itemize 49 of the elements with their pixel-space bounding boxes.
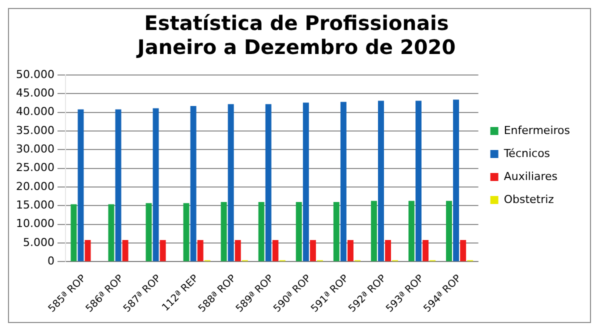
bar <box>370 200 377 262</box>
bar <box>197 240 204 262</box>
chart-title: Estatística de Profissionais Janeiro a Dezembro de 2020 <box>135 11 456 60</box>
bar <box>296 202 302 262</box>
bar <box>378 100 384 262</box>
y-tick-label: 25.000 <box>16 161 54 174</box>
y-tick-label: 40.000 <box>16 105 54 118</box>
bar <box>84 240 91 262</box>
bar <box>416 100 422 262</box>
bar <box>108 204 114 262</box>
bar <box>422 240 429 262</box>
bar <box>385 240 392 262</box>
y-tick-label: 10.000 <box>16 217 54 230</box>
bar <box>310 240 316 262</box>
y-tick-label: 35.000 <box>16 124 54 137</box>
bar <box>183 203 190 262</box>
bar <box>146 203 152 262</box>
bar <box>70 204 77 262</box>
bar <box>272 240 278 262</box>
bar <box>340 102 346 262</box>
legend-label: Técnicos <box>502 146 550 160</box>
bar <box>115 109 122 262</box>
y-tick-label: 50.000 <box>16 68 54 81</box>
bar <box>122 240 128 262</box>
bar <box>460 240 466 262</box>
legend-label: Obstetriz <box>504 192 554 206</box>
bar <box>302 102 309 262</box>
legend-label: Auxiliares <box>504 170 558 183</box>
y-tick-label: 45.000 <box>16 86 54 100</box>
bar <box>408 200 414 262</box>
bar <box>265 104 272 262</box>
bar <box>220 202 227 262</box>
bar <box>333 202 340 262</box>
bar <box>228 104 234 262</box>
bar <box>258 202 264 262</box>
legend-label: Enfermeiros <box>504 124 570 137</box>
y-tick-label: 5.000 <box>22 236 54 249</box>
bar <box>446 200 452 262</box>
bar <box>152 108 159 262</box>
bar <box>348 240 354 262</box>
y-tick-label: 15.000 <box>16 198 54 212</box>
y-tick-label: 30.000 <box>16 142 54 156</box>
bar <box>234 240 241 262</box>
y-tick-label: 20.000 <box>16 180 54 193</box>
bar <box>160 240 166 262</box>
bar <box>78 109 84 262</box>
bar <box>453 100 460 262</box>
bar <box>190 106 196 262</box>
y-tick-label: 0 <box>47 254 54 268</box>
